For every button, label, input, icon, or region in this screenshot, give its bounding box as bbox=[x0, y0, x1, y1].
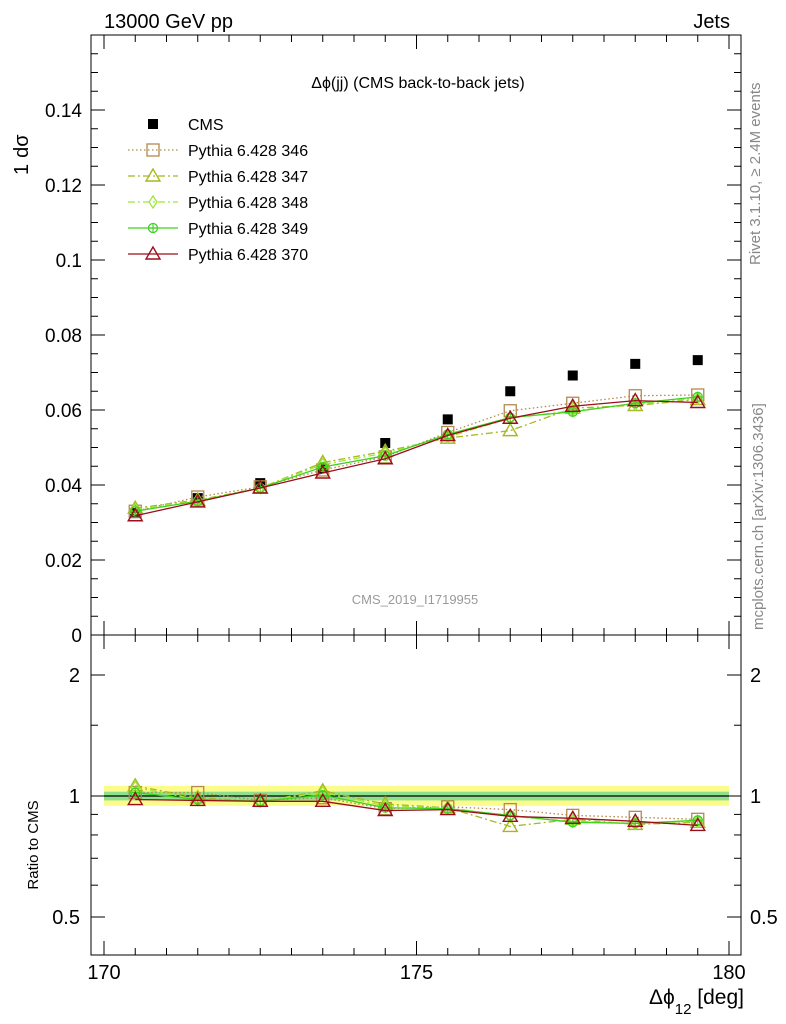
data-point bbox=[439, 427, 456, 442]
ratio-data-point bbox=[627, 812, 644, 828]
data-point bbox=[630, 358, 641, 369]
main-y-tick-label: 0.02 bbox=[45, 551, 82, 572]
x-tick-label: 180 bbox=[712, 962, 745, 984]
ratio-y-tick-label-right: 2 bbox=[750, 665, 761, 687]
ratio-series-group bbox=[127, 777, 706, 833]
data-point bbox=[689, 394, 706, 409]
main-y-ticks: 0 0.02 0.04 0.06 0.08 0.1 0.12 0.14 bbox=[45, 53, 741, 647]
legend: CMS Pythia 6.428 346 Pythia 6.428 347 Pythi… bbox=[128, 117, 308, 264]
svg-text:1dσ: 1dσ bbox=[11, 134, 33, 175]
legend-marker bbox=[148, 194, 158, 210]
x-tick-label: 175 bbox=[400, 962, 433, 984]
svg-text:Δϕ12 [deg]: Δϕ12 [deg] bbox=[649, 986, 744, 1018]
data-point bbox=[377, 450, 394, 465]
main-y-tick-label: 0.12 bbox=[45, 176, 82, 197]
series-line bbox=[135, 396, 698, 512]
legend-marker bbox=[144, 245, 162, 260]
data-point bbox=[314, 464, 331, 479]
ratio-data-point bbox=[128, 785, 142, 800]
legend-entry: Pythia 6.428 347 bbox=[128, 167, 308, 186]
main-y-tick-label: 0.06 bbox=[45, 401, 82, 422]
ratio-series-line bbox=[135, 798, 698, 827]
ratio-data-point bbox=[502, 807, 519, 823]
ratio-data-point bbox=[502, 818, 519, 833]
ratio-data-point bbox=[314, 792, 331, 808]
ratio-data-point bbox=[567, 817, 578, 828]
legend-marker bbox=[144, 167, 162, 182]
legend-marker bbox=[148, 119, 158, 129]
legend-label: CMS bbox=[188, 117, 224, 134]
data-point bbox=[502, 422, 519, 437]
series-2 bbox=[127, 391, 706, 514]
rivet-version-label: Rivet 3.1.10, ≥ 2.4M events bbox=[747, 83, 764, 266]
ratio-data-point bbox=[564, 809, 581, 825]
legend-entry: CMS bbox=[148, 117, 224, 134]
data-point bbox=[252, 479, 269, 494]
legend-marker bbox=[147, 222, 159, 234]
ratio-y-ticks: 0.5 0.5 1 1 2 2 bbox=[52, 665, 778, 929]
legend-marker bbox=[146, 143, 160, 157]
ratio-y-tick-label-right: 1 bbox=[750, 786, 761, 808]
main-y-tick-label: 0 bbox=[71, 626, 82, 647]
data-point bbox=[564, 397, 581, 412]
data-point bbox=[692, 355, 703, 366]
ratio-y-tick-label: 0.5 bbox=[52, 907, 80, 929]
data-point bbox=[127, 507, 144, 522]
legend-label: Pythia 6.428 346 bbox=[188, 143, 308, 160]
ratio-series-line bbox=[135, 785, 698, 828]
analysis-watermark: CMS_2019_I1719955 bbox=[352, 592, 479, 607]
ratio-y-tick-label: 1 bbox=[69, 786, 80, 808]
ratio-data-point bbox=[189, 792, 206, 807]
ratio-data-point bbox=[127, 791, 144, 806]
main-y-tick-label: 0.14 bbox=[45, 101, 82, 122]
data-point bbox=[505, 386, 516, 397]
mcplots-reference-label: mcplots.cern.ch [arXiv:1306.3436] bbox=[750, 403, 767, 630]
ratio-data-point bbox=[689, 817, 706, 832]
data-point bbox=[567, 370, 578, 381]
data-point bbox=[627, 392, 644, 407]
ratio-data-point bbox=[252, 792, 269, 808]
legend-entry: Pythia 6.428 349 bbox=[128, 221, 308, 238]
legend-label: Pythia 6.428 370 bbox=[188, 247, 308, 264]
x-tick-label: 170 bbox=[87, 962, 120, 984]
x-ticks: 170 175 180 bbox=[87, 35, 746, 984]
series-line bbox=[135, 399, 698, 517]
data-point bbox=[692, 390, 703, 406]
series-0 bbox=[130, 355, 703, 519]
data-point bbox=[442, 414, 453, 425]
legend-entry: Pythia 6.428 346 bbox=[128, 143, 308, 160]
data-point bbox=[189, 493, 206, 508]
x-axis-title: Δϕ12 [deg] bbox=[649, 986, 744, 1018]
main-series-group bbox=[127, 355, 706, 522]
main-plot-title: Δϕ(jj) (CMS back-to-back jets) bbox=[311, 75, 524, 92]
main-y-tick-label: 0.04 bbox=[45, 476, 82, 497]
series-5 bbox=[127, 392, 706, 522]
ratio-y-axis-title: Ratio to CMS bbox=[25, 800, 42, 889]
header-process-label: Jets bbox=[693, 11, 730, 33]
ratio-plot-panel: 0.5 0.5 1 1 2 2 Ratio to CMS bbox=[25, 634, 778, 956]
legend-entry: Pythia 6.428 370 bbox=[128, 245, 308, 264]
series-line bbox=[135, 394, 698, 512]
ratio-y-tick-label: 2 bbox=[69, 665, 80, 687]
data-point bbox=[502, 409, 519, 424]
legend-label: Pythia 6.428 349 bbox=[188, 221, 308, 238]
ratio-data-point bbox=[377, 802, 394, 817]
main-y-tick-label: 0.08 bbox=[45, 326, 82, 347]
header-energy-label: 13000 GeV pp bbox=[104, 11, 233, 33]
main-plot-panel: 0 0.02 0.04 0.06 0.08 0.1 0.12 0.14 Δϕ(jj) (CMS… bbox=[45, 34, 742, 647]
ratio-y-tick-label-right: 0.5 bbox=[750, 907, 778, 929]
series-line bbox=[135, 398, 698, 509]
legend-entry: Pythia 6.428 348 bbox=[128, 194, 308, 212]
series-line bbox=[135, 397, 698, 511]
main-y-tick-label: 0.1 bbox=[56, 251, 82, 272]
legend-label: Pythia 6.428 348 bbox=[188, 195, 308, 212]
main-y-axis-title: 1dσ bbox=[11, 134, 33, 175]
ratio-data-point bbox=[439, 801, 456, 816]
ratio-series-4 bbox=[127, 791, 706, 832]
ratio-data-point bbox=[692, 814, 703, 829]
legend-label: Pythia 6.428 347 bbox=[188, 169, 308, 186]
